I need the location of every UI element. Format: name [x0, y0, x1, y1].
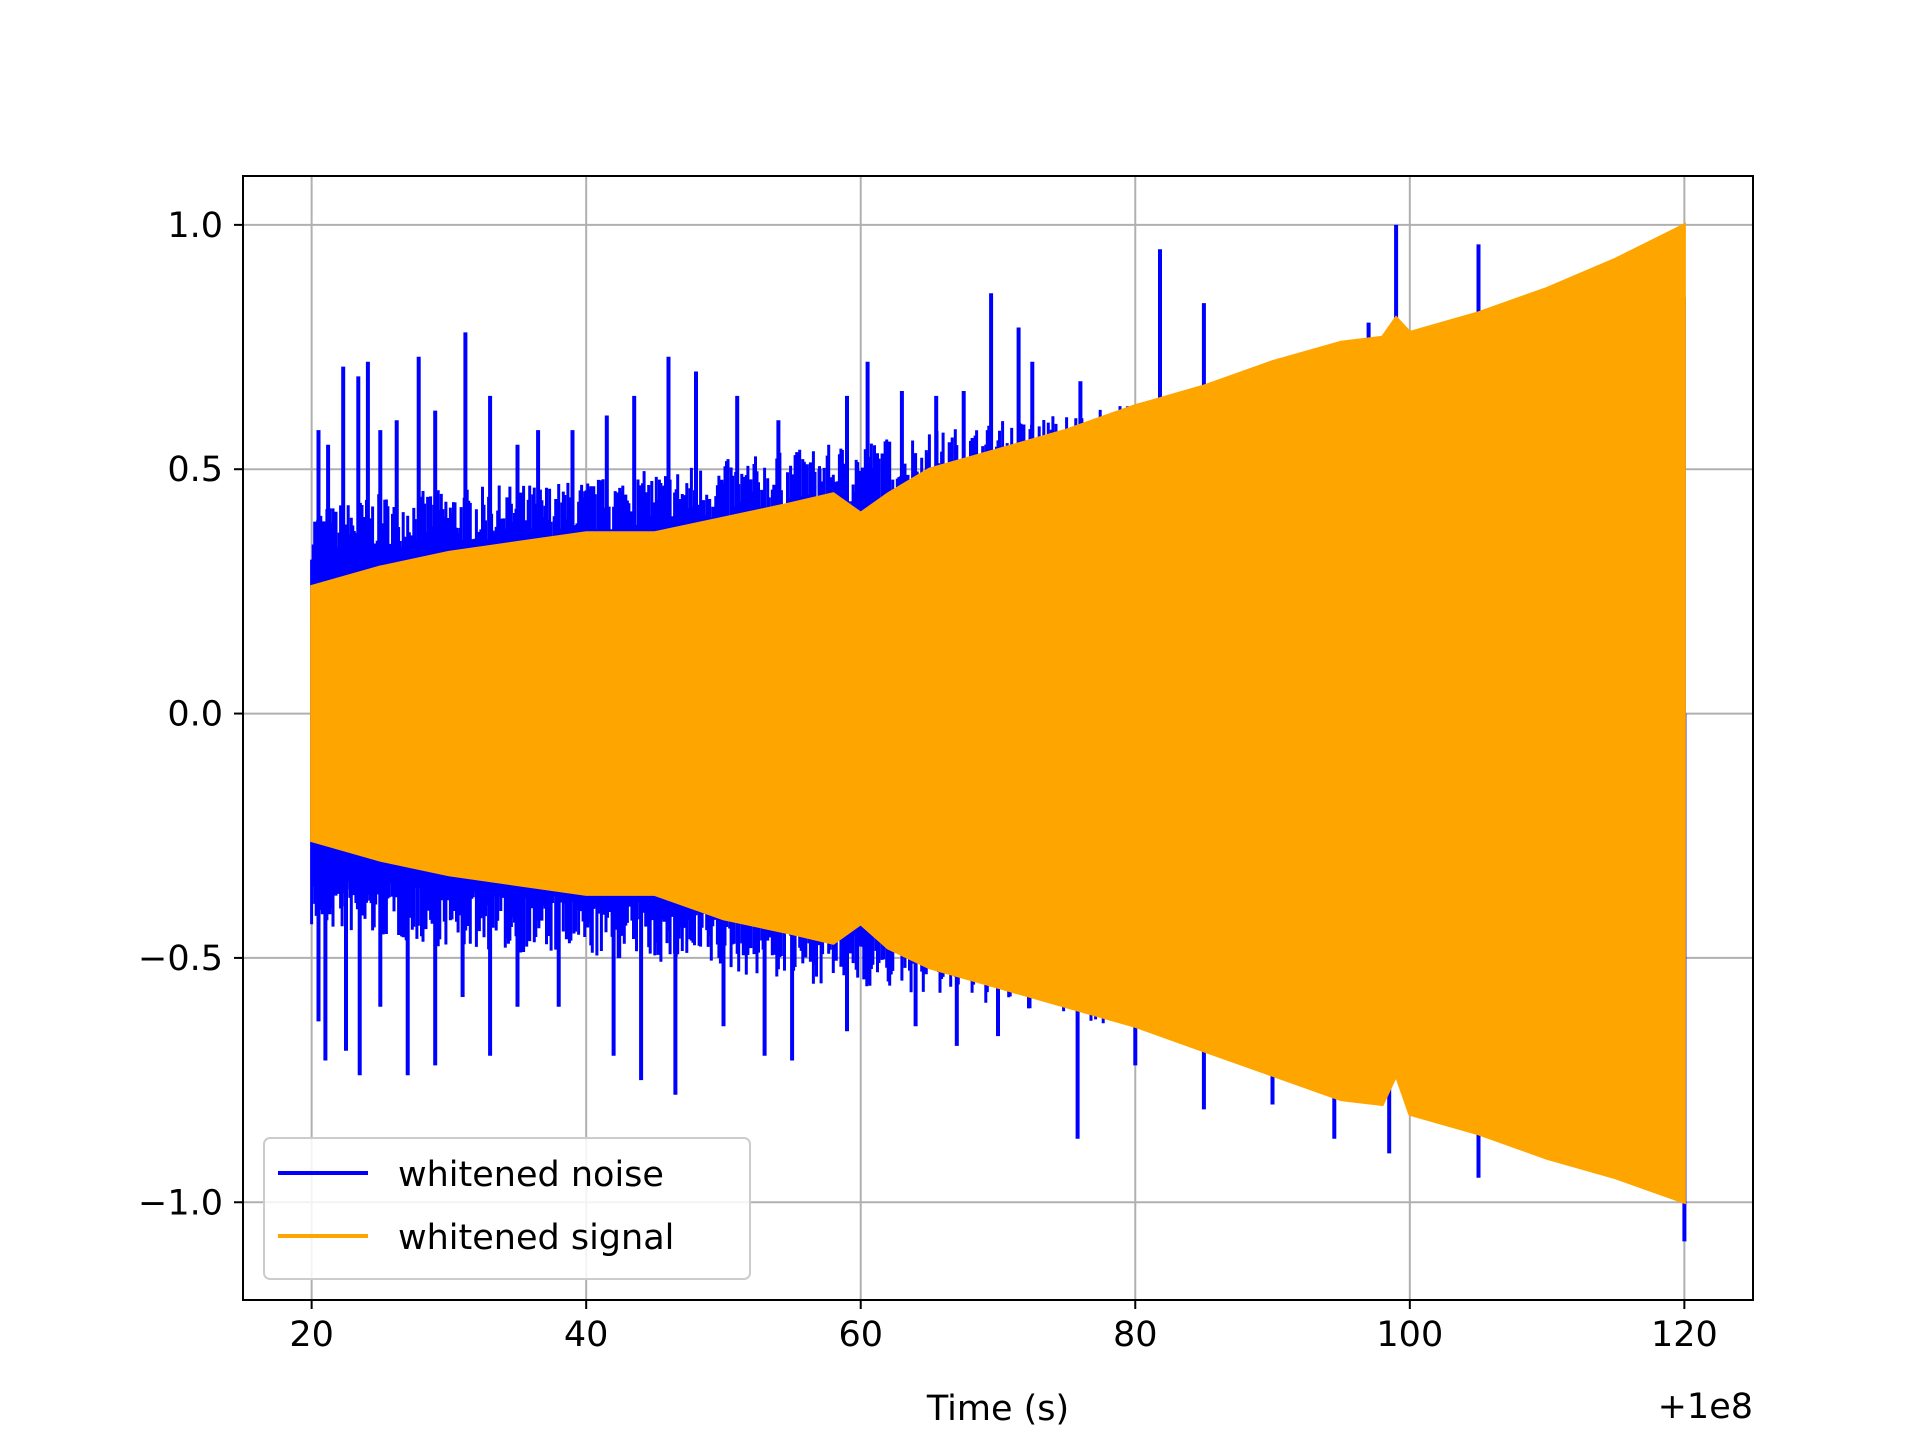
- x-tick-label-0: 20: [289, 1315, 334, 1355]
- x-tick-label-2: 60: [838, 1315, 883, 1355]
- x-tick-label-3: 80: [1113, 1315, 1158, 1355]
- legend-label-whitened-signal: whitened signal: [398, 1218, 674, 1258]
- y-tick-label-1: −0.5: [138, 939, 223, 979]
- y-tick-label-3: 0.5: [167, 450, 223, 490]
- legend-box: [263, 1137, 751, 1280]
- y-tick-label-4: 1.0: [167, 206, 223, 246]
- x-tick-label-4: 100: [1376, 1315, 1443, 1355]
- x-axis-ticks: 20 40 60 80 100 120: [289, 1300, 1718, 1355]
- x-tick-label-1: 40: [564, 1315, 609, 1355]
- y-tick-label-2: 0.0: [167, 695, 223, 735]
- x-tick-label-5: 120: [1651, 1315, 1718, 1355]
- legend-label-whitened-noise: whitened noise: [398, 1155, 664, 1195]
- y-tick-label-0: −1.0: [138, 1183, 223, 1223]
- x-axis-offset-label: +1e8: [1658, 1387, 1753, 1427]
- plot-frame: [242, 175, 1754, 1301]
- series-layer: [310, 222, 1687, 1242]
- legend: whitened noise whitened signal: [263, 1137, 751, 1280]
- x-axis-label: Time (s): [926, 1389, 1069, 1429]
- y-axis-ticks: −1.0 −0.5 0.0 0.5 1.0: [138, 206, 243, 1223]
- whitened-signal-band: [310, 222, 1686, 1205]
- series-whitened-signal: [310, 222, 1686, 1205]
